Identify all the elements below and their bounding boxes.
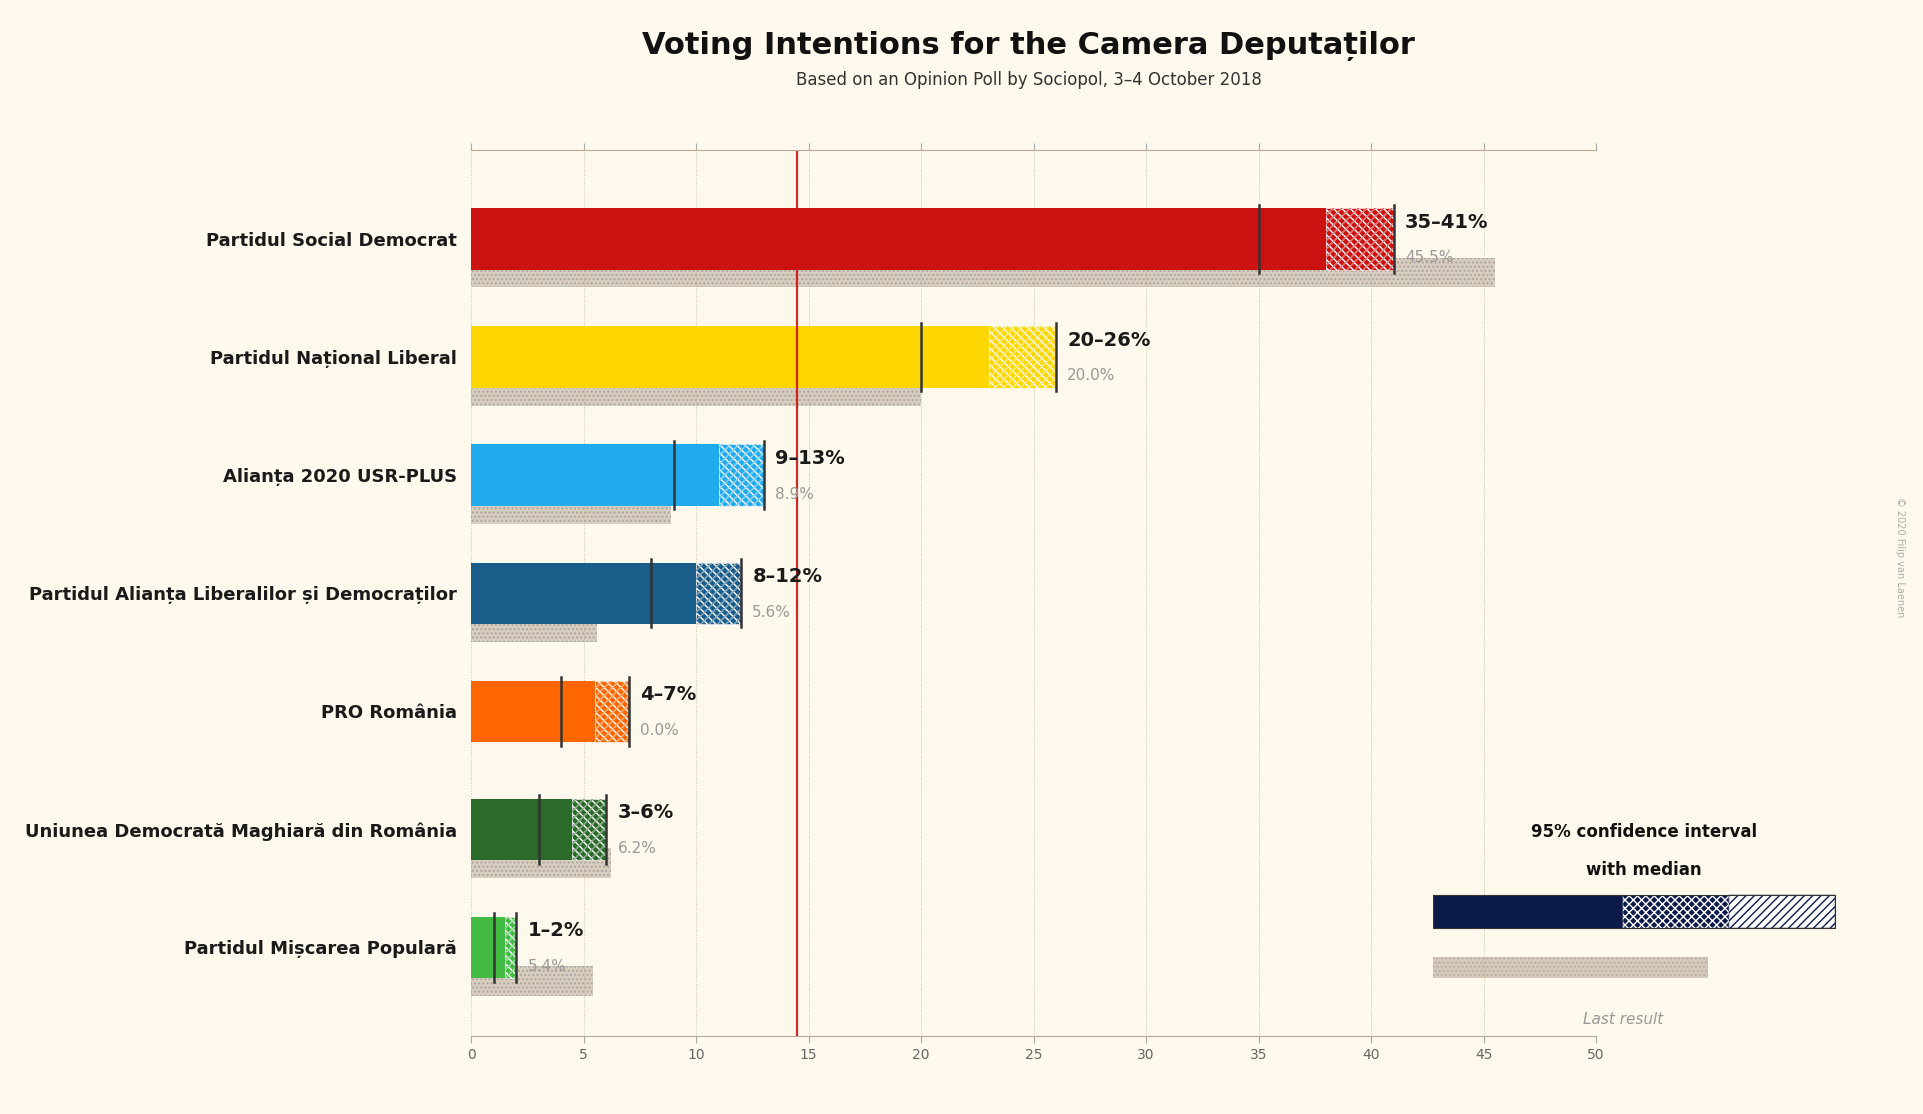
Text: with median: with median <box>1586 861 1702 879</box>
Text: Last result: Last result <box>1583 1012 1663 1027</box>
Bar <box>471 849 612 878</box>
Bar <box>471 326 988 388</box>
Bar <box>471 563 696 624</box>
Text: 6.2%: 6.2% <box>617 841 656 856</box>
Bar <box>719 444 763 506</box>
Bar <box>471 258 1494 287</box>
Bar <box>471 967 592 996</box>
Bar <box>471 613 598 642</box>
Text: 4–7%: 4–7% <box>640 685 696 704</box>
Text: 1–2%: 1–2% <box>527 921 585 940</box>
Bar <box>471 681 594 742</box>
Bar <box>471 495 671 524</box>
Bar <box>696 563 740 624</box>
Bar <box>1433 957 1708 978</box>
Bar <box>506 917 515 978</box>
Bar <box>573 799 606 860</box>
Bar <box>988 326 1056 388</box>
Bar <box>1623 895 1729 928</box>
Bar <box>1433 957 1708 978</box>
Text: 3–6%: 3–6% <box>617 803 673 822</box>
Bar <box>471 377 921 405</box>
Text: Based on an Opinion Poll by Sociopol, 3–4 October 2018: Based on an Opinion Poll by Sociopol, 3–… <box>796 71 1261 89</box>
Bar <box>471 613 598 642</box>
Text: 5.4%: 5.4% <box>527 959 565 974</box>
Bar <box>988 326 1056 388</box>
Text: 5.6%: 5.6% <box>752 605 790 619</box>
Bar <box>1327 208 1394 270</box>
Text: 95% confidence interval: 95% confidence interval <box>1531 822 1758 840</box>
Bar <box>471 377 921 405</box>
Bar <box>471 967 592 996</box>
Text: 9–13%: 9–13% <box>775 449 844 468</box>
Bar <box>471 799 573 860</box>
Bar <box>1433 895 1623 928</box>
Text: © 2020 Filip van Laenen: © 2020 Filip van Laenen <box>1894 497 1906 617</box>
Bar <box>696 563 740 624</box>
Bar <box>471 917 506 978</box>
Bar <box>573 799 606 860</box>
Text: 20.0%: 20.0% <box>1067 369 1115 383</box>
Bar <box>471 208 1327 270</box>
Text: Voting Intentions for the Camera Deputaților: Voting Intentions for the Camera Deputaț… <box>642 31 1415 61</box>
Text: 0.0%: 0.0% <box>640 723 679 737</box>
Text: 20–26%: 20–26% <box>1067 331 1150 350</box>
Bar <box>719 444 763 506</box>
Text: 8.9%: 8.9% <box>775 487 813 501</box>
Bar <box>594 681 629 742</box>
Bar <box>471 495 671 524</box>
Bar <box>1729 895 1835 928</box>
Text: 45.5%: 45.5% <box>1406 251 1454 265</box>
Bar <box>1327 208 1394 270</box>
Bar <box>471 849 612 878</box>
Text: 35–41%: 35–41% <box>1406 213 1488 232</box>
Bar <box>471 258 1494 287</box>
Bar <box>471 444 719 506</box>
Bar <box>594 681 629 742</box>
Text: 8–12%: 8–12% <box>752 567 823 586</box>
Bar <box>506 917 515 978</box>
